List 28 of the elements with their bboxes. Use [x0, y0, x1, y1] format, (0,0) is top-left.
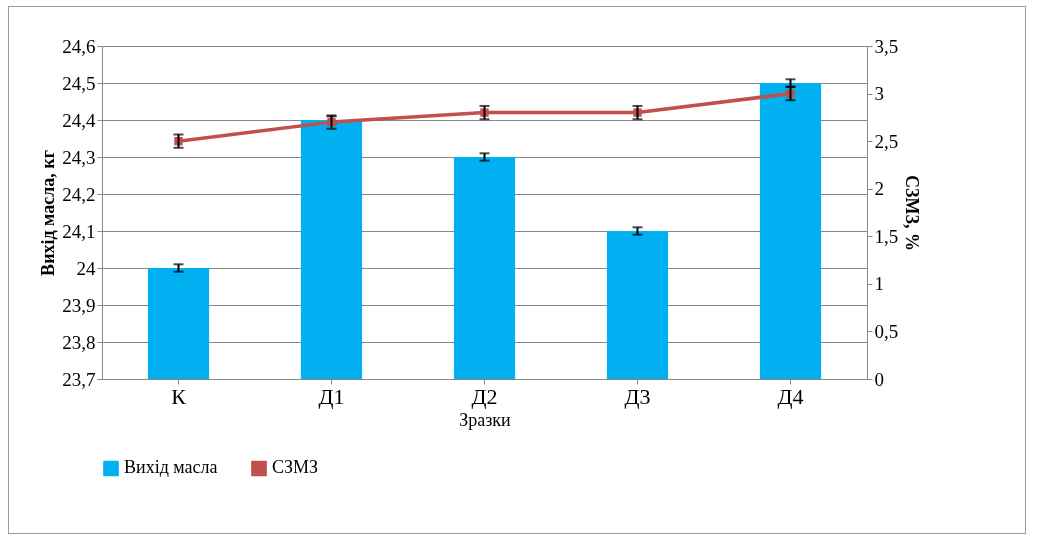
- y2-tick-label: 3,5: [874, 35, 899, 57]
- y-tick-label: 24,5: [62, 72, 96, 94]
- y2-tick-label: 0: [874, 368, 884, 390]
- y-tick-label: 23,9: [62, 294, 96, 316]
- x-tick-label: К: [171, 383, 187, 409]
- legend-label: СЗМЗ: [272, 457, 319, 478]
- y-tick-label: 24,2: [62, 183, 96, 205]
- x-tick-label: Д1: [318, 383, 345, 409]
- y2-tick-label: 1,5: [874, 225, 899, 247]
- y-tick-label: 23,8: [62, 331, 96, 353]
- y2-tick-label: 3: [874, 83, 884, 105]
- legend-label: Вихід масла: [124, 457, 218, 478]
- y-tick-label: 23,7: [62, 368, 96, 390]
- y-tick-label: 24,6: [62, 35, 96, 57]
- x-tick-label: Д3: [624, 383, 651, 409]
- y2-tick-label: 2: [874, 178, 884, 200]
- y-tick-label: 24,4: [62, 109, 96, 131]
- y2-tick-label: 0,5: [874, 320, 899, 342]
- y-tick-label: 24,1: [62, 220, 96, 242]
- y2-tick-label: 2,5: [874, 130, 899, 152]
- y-tick-label: 24: [76, 257, 96, 279]
- x-tick-label: Д4: [777, 383, 804, 409]
- x-tick-label: Д2: [471, 383, 498, 409]
- y-tick-label: 24,3: [62, 146, 96, 168]
- x-axis-title: Зразки: [459, 409, 512, 430]
- y2-axis-title: СЗМЗ, %: [902, 175, 923, 251]
- y2-tick-label: 1: [874, 273, 884, 295]
- y-axis-title: Вихід масла, кг: [38, 150, 59, 276]
